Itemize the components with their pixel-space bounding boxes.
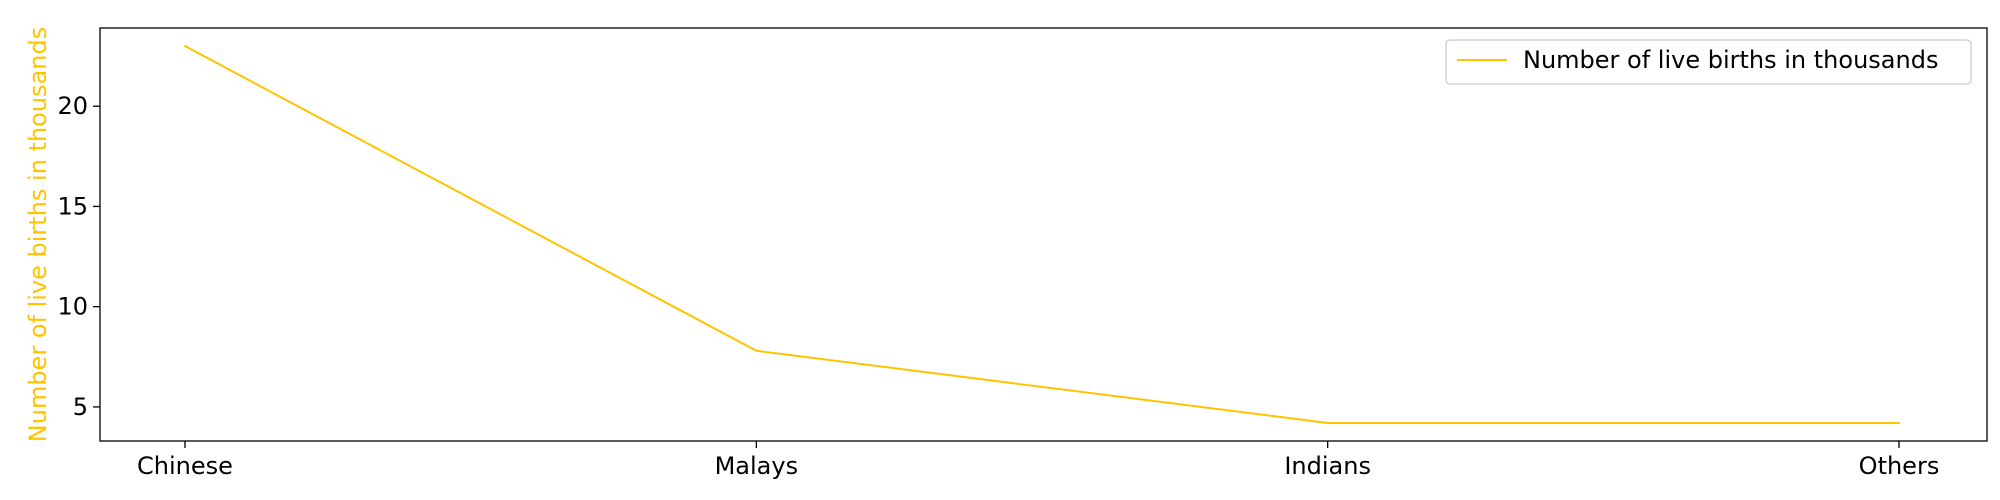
x-tick-label: Chinese — [137, 452, 233, 480]
y-tick-label: 20 — [57, 92, 88, 120]
legend-label: Number of live births in thousands — [1523, 46, 1938, 74]
y-tick-label: 15 — [57, 192, 88, 220]
x-axis-ticks: Chinese Malays Indians Others — [137, 441, 1939, 480]
y-tick-label: 10 — [57, 293, 88, 321]
data-point — [755, 349, 758, 352]
data-point — [1898, 421, 1900, 424]
data-point — [184, 45, 186, 48]
y-tick-label: 5 — [73, 393, 88, 421]
legend-box — [1445, 39, 1972, 85]
series-layer — [184, 45, 1900, 424]
x-tick-label: Indians — [1284, 452, 1371, 480]
x-tick-label: Malays — [715, 452, 799, 480]
y-axis-title: Number of live births in thousands — [24, 27, 52, 442]
y-axis-ticks: 5 10 15 20 — [57, 92, 100, 421]
legend: Number of live births in thousands — [1445, 39, 1972, 85]
data-point — [1326, 421, 1329, 424]
x-tick-label: Others — [1859, 452, 1940, 480]
plot-frame — [99, 27, 1988, 442]
series-line — [184, 45, 1899, 424]
